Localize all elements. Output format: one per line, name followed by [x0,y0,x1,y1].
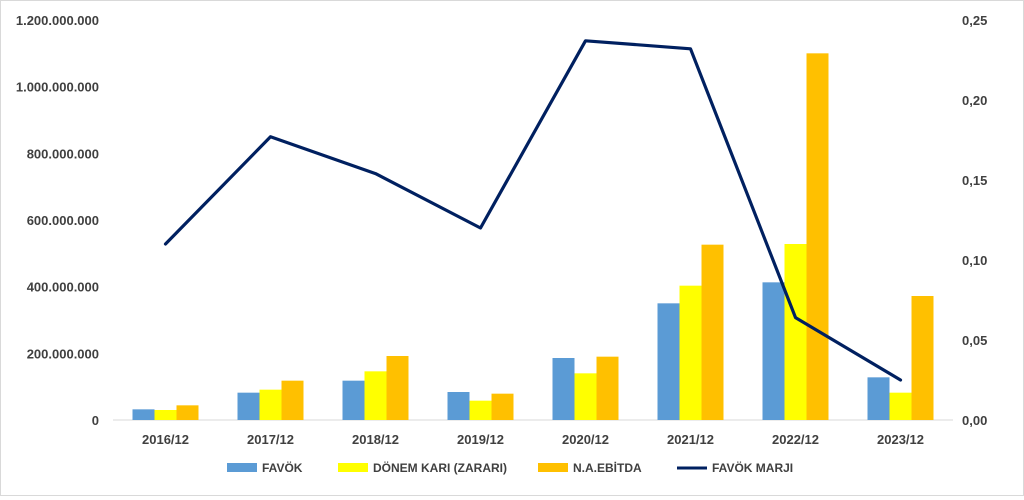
right-axis-tick-label: 0,20 [962,93,987,108]
legend: FAVÖK DÖNEM KARI (ZARARI) N.A.EBİTDA FAVÖK … [227,460,793,475]
tick-labels: 0 200.000.000 400.000.000 600.000.000 800.00… [16,13,987,447]
right-axis-tick-label: 0,00 [962,413,987,428]
bar [553,358,575,420]
bar [238,393,260,420]
right-axis-tick-label: 0,05 [962,333,987,348]
legend-label: FAVÖK MARJI [712,460,793,475]
bar [890,393,912,420]
bar [702,245,724,420]
legend-swatch [227,463,257,472]
legend-label: FAVÖK [262,460,303,475]
left-axis-tick-label: 800.000.000 [27,146,99,161]
left-axis-tick-label: 200.000.000 [27,346,99,361]
bar [807,53,829,420]
right-axis-tick-label: 0,10 [962,253,987,268]
bar [365,371,387,420]
left-axis-tick-label: 1.200.000.000 [16,13,99,28]
bar [343,381,365,420]
x-axis-category-label: 2016/12 [142,432,189,447]
left-axis-tick-label: 400.000.000 [27,280,99,295]
right-axis-tick-label: 0,15 [962,173,987,188]
bars [133,53,934,420]
left-axis-tick-label: 600.000.000 [27,213,99,228]
left-axis-tick-label: 1.000.000.000 [16,80,99,95]
bar [763,282,785,420]
legend-item: DÖNEM KARI (ZARARI) [338,460,507,475]
x-axis-category-label: 2021/12 [667,432,714,447]
left-axis-tick-label: 0 [92,413,99,428]
bar [575,373,597,420]
bar [658,303,680,420]
bar [282,381,304,420]
x-axis-category-label: 2018/12 [352,432,399,447]
bar [155,410,177,420]
x-axis-category-label: 2020/12 [562,432,609,447]
bar [912,296,934,420]
x-axis-category-label: 2022/12 [772,432,819,447]
bar [260,390,282,420]
bar [868,377,890,420]
bar [177,405,199,420]
x-axis-category-label: 2023/12 [877,432,924,447]
bar [133,409,155,420]
legend-label: DÖNEM KARI (ZARARI) [373,460,507,475]
bar [680,286,702,420]
bar [448,392,470,420]
legend-item: N.A.EBİTDA [538,460,642,475]
x-axis-category-label: 2017/12 [247,432,294,447]
legend-item: FAVÖK MARJI [677,460,793,475]
legend-item: FAVÖK [227,460,303,475]
bar [597,357,619,420]
bar [492,394,514,420]
legend-swatch [538,463,568,472]
bar [470,401,492,420]
legend-swatch [338,463,368,472]
legend-label: N.A.EBİTDA [573,460,642,475]
x-axis-category-label: 2019/12 [457,432,504,447]
bar [387,356,409,420]
bar [785,244,807,420]
right-axis-tick-label: 0,25 [962,13,987,28]
